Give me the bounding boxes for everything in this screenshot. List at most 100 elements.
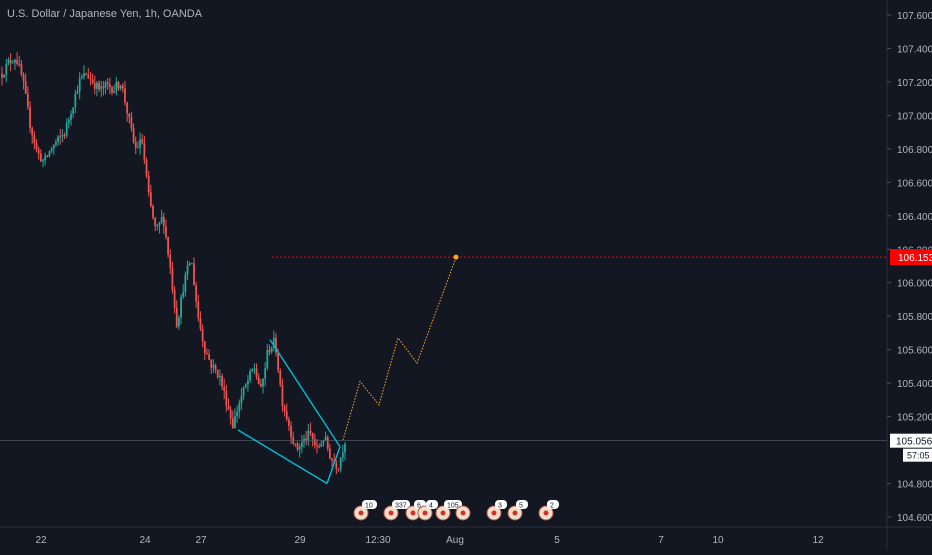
event-count-label: 337: [395, 503, 407, 510]
candle-body: [206, 352, 208, 355]
candle-body: [277, 352, 280, 371]
candle-body: [67, 119, 70, 124]
candle-body: [272, 337, 275, 348]
target-price-label-bg: [890, 249, 932, 266]
event-count-badge: [495, 500, 507, 509]
wedge-upper-line[interactable]: [269, 339, 341, 448]
candle-body: [173, 289, 176, 308]
events-layer[interactable]: 10 337 6 4 105 3 5 2: [353, 500, 559, 521]
candle-body: [35, 143, 38, 150]
candle-body: [42, 160, 44, 162]
flag-center-icon: [440, 510, 446, 516]
candle-body: [331, 458, 333, 461]
symbol-title: U.S. Dollar / Japanese Yen, 1h, OANDA: [7, 8, 203, 20]
candle-body: [339, 457, 342, 470]
candle-body: [218, 375, 221, 378]
wedge-apex-line[interactable]: [326, 446, 341, 484]
candle-body: [141, 139, 144, 144]
candle-body: [311, 433, 314, 440]
candle-body: [186, 265, 189, 275]
event-marker[interactable]: 6: [405, 500, 426, 521]
candle-body: [83, 73, 85, 77]
projection-path[interactable]: [342, 257, 457, 441]
time-tick-label: 24: [139, 535, 151, 546]
candle-body: [259, 384, 262, 387]
candle-body: [236, 411, 239, 417]
target-price-label: 106.153: [898, 253, 932, 264]
event-marker[interactable]: 2: [538, 500, 559, 521]
time-tick-label: 7: [658, 535, 664, 546]
candle-body: [160, 216, 163, 223]
candle-body: [214, 365, 217, 370]
flag-center-icon: [358, 510, 364, 516]
candle-body: [182, 292, 185, 297]
candle-body: [203, 341, 206, 353]
candles-layer: [1, 52, 346, 475]
event-marker[interactable]: [455, 505, 471, 521]
event-count-label: 2: [550, 503, 554, 510]
candle-body: [324, 436, 327, 441]
event-count-label: 5: [519, 503, 523, 510]
flag-center-icon: [460, 510, 466, 516]
candle-body: [270, 347, 273, 352]
candle-body: [145, 160, 148, 177]
candle-body: [231, 418, 234, 428]
candle-body: [117, 82, 120, 89]
candle-body: [76, 91, 79, 94]
event-marker[interactable]: 3: [486, 500, 507, 521]
candle-body: [290, 425, 292, 438]
candle-body: [9, 59, 12, 64]
candle-body: [158, 222, 161, 226]
candle-body: [85, 73, 88, 75]
candle-body: [169, 254, 172, 268]
candle-body: [1, 73, 3, 78]
candle-body: [281, 384, 284, 407]
wedge-lower-line[interactable]: [237, 429, 328, 485]
candle-body: [262, 378, 264, 387]
candle-body: [20, 64, 23, 75]
candle-body: [26, 93, 29, 107]
price-tick-label: 106.400: [897, 212, 932, 223]
candle-body: [55, 142, 57, 145]
drawings-layer[interactable]: [0, 254, 887, 485]
candle-body: [212, 365, 215, 368]
flag-center-icon: [410, 510, 416, 516]
price-tick-label: 106.000: [897, 279, 932, 290]
candle-body: [89, 78, 92, 80]
candle-body: [240, 395, 243, 404]
candle-body: [16, 59, 19, 64]
candle-body: [147, 176, 150, 193]
candle-body: [70, 114, 72, 120]
candle-body: [190, 263, 193, 265]
event-marker[interactable]: 4: [417, 500, 438, 521]
event-marker[interactable]: 5: [507, 500, 528, 521]
candle-body: [307, 430, 310, 441]
candle-body: [100, 86, 103, 90]
candle-body: [326, 436, 329, 449]
candle-body: [57, 136, 59, 143]
candle-body: [91, 79, 94, 84]
candle-body: [139, 139, 141, 148]
event-count-label: 3: [498, 503, 502, 510]
candle-body: [335, 463, 338, 469]
candle-body: [294, 443, 297, 445]
event-count-badge: [426, 500, 438, 509]
event-count-badge: [444, 500, 462, 509]
projection-end-point[interactable]: [453, 254, 459, 260]
candle-body: [106, 82, 109, 84]
event-marker[interactable]: 10: [353, 500, 377, 521]
time-tick-label: 5: [554, 535, 560, 546]
event-marker[interactable]: 337: [383, 500, 410, 521]
flag-center-icon: [422, 510, 428, 516]
candle-body: [137, 147, 139, 149]
flag-center-icon: [388, 510, 394, 516]
price-tick-label: 104.800: [897, 480, 932, 491]
price-tick-label: 106.800: [897, 145, 932, 156]
event-marker[interactable]: 105: [435, 500, 462, 521]
candle-body: [134, 141, 137, 148]
candle-body: [197, 301, 200, 319]
candle-body: [249, 371, 251, 381]
